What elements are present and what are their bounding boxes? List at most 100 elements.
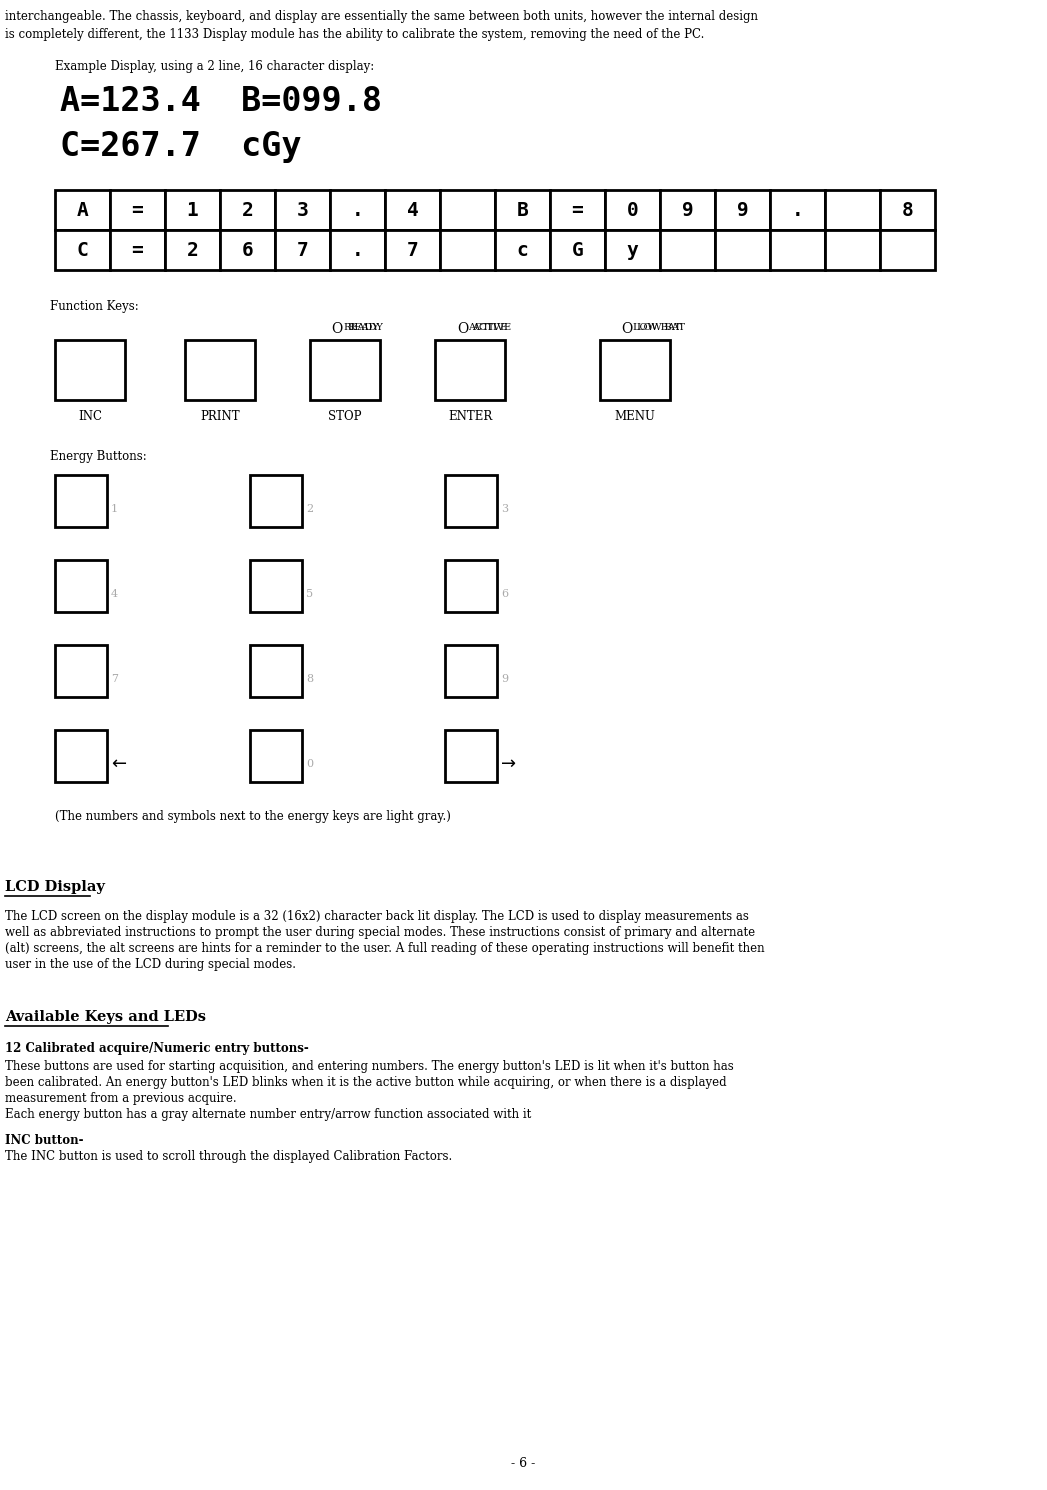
Text: 1: 1 (111, 504, 118, 514)
Text: c: c (516, 240, 529, 259)
Text: 12 Calibrated acquire/Numeric entry buttons-: 12 Calibrated acquire/Numeric entry butt… (5, 1042, 309, 1055)
Text: 2: 2 (242, 201, 253, 219)
Bar (440, 229, 495, 270)
Text: PRINT: PRINT (200, 410, 240, 423)
Bar (165, 191, 220, 229)
Text: Each energy button has a gray alternate number entry/arrow function associated w: Each energy button has a gray alternate … (5, 1109, 531, 1120)
Bar (185, 340, 255, 399)
Text: ACTIVE: ACTIVE (468, 323, 507, 332)
Text: measurement from a previous acquire.: measurement from a previous acquire. (5, 1092, 237, 1106)
Bar (605, 229, 660, 270)
Bar (715, 191, 770, 229)
Bar (879, 229, 935, 270)
Text: INC: INC (77, 410, 102, 423)
Bar (250, 730, 302, 782)
Bar (55, 645, 107, 697)
Bar (445, 475, 497, 527)
Text: ENTER: ENTER (448, 410, 492, 423)
Bar (165, 229, 220, 270)
Text: READY: READY (347, 323, 383, 332)
Text: STOP: STOP (329, 410, 362, 423)
Bar (55, 191, 110, 229)
Bar (770, 191, 825, 229)
Text: .: . (792, 201, 803, 219)
Bar (435, 340, 505, 399)
Text: =: = (132, 201, 143, 219)
Text: is completely different, the 1133 Display module has the ability to calibrate th: is completely different, the 1133 Displa… (5, 28, 705, 42)
Text: LOW BAT: LOW BAT (637, 323, 685, 332)
Text: Energy Buttons:: Energy Buttons: (50, 450, 147, 463)
Text: been calibrated. An energy button's LED blinks when it is the active button whil: been calibrated. An energy button's LED … (5, 1076, 727, 1089)
Text: Available Keys and LEDs: Available Keys and LEDs (5, 1010, 206, 1024)
Text: .: . (352, 201, 363, 219)
Text: 5: 5 (306, 589, 313, 599)
Bar (330, 191, 385, 229)
Text: 9: 9 (502, 673, 508, 684)
Bar (250, 560, 302, 612)
Bar (660, 229, 715, 270)
Bar (825, 229, 879, 270)
Bar (275, 191, 330, 229)
Text: 8: 8 (901, 201, 913, 219)
Bar (445, 645, 497, 697)
Text: C: C (76, 240, 88, 259)
Bar (440, 191, 495, 229)
Bar (55, 475, 107, 527)
Bar (770, 229, 825, 270)
Text: B: B (516, 201, 529, 219)
Bar (250, 645, 302, 697)
Text: 2: 2 (186, 240, 198, 259)
Text: 8: 8 (306, 673, 313, 684)
Text: O: O (622, 322, 633, 337)
Text: READY: READY (343, 323, 379, 332)
Text: INC button-: INC button- (5, 1134, 84, 1147)
Bar (275, 229, 330, 270)
Bar (55, 730, 107, 782)
Text: =: = (572, 201, 583, 219)
Bar (825, 191, 879, 229)
Bar (600, 340, 670, 399)
Bar (550, 191, 605, 229)
Bar (445, 560, 497, 612)
Text: O: O (332, 322, 343, 337)
Text: 7: 7 (111, 673, 118, 684)
Bar (110, 191, 165, 229)
Text: O: O (456, 322, 468, 337)
Text: 0: 0 (306, 758, 313, 769)
Text: (alt) screens, the alt screens are hints for a reminder to the user. A full read: (alt) screens, the alt screens are hints… (5, 942, 764, 955)
Text: 4: 4 (406, 201, 419, 219)
Text: y: y (626, 240, 639, 259)
Text: A: A (76, 201, 88, 219)
Text: C=267.7  cGy: C=267.7 cGy (60, 130, 302, 162)
Bar (495, 229, 550, 270)
Bar (55, 340, 125, 399)
Bar (220, 229, 275, 270)
Text: 4: 4 (111, 589, 118, 599)
Text: 3: 3 (502, 504, 508, 514)
Text: Example Display, using a 2 line, 16 character display:: Example Display, using a 2 line, 16 char… (55, 60, 374, 73)
Bar (715, 229, 770, 270)
Text: The LCD screen on the display module is a 32 (16x2) character back lit display. : The LCD screen on the display module is … (5, 910, 749, 922)
Text: (The numbers and symbols next to the energy keys are light gray.): (The numbers and symbols next to the ene… (55, 811, 451, 822)
Bar (110, 229, 165, 270)
Text: =: = (132, 240, 143, 259)
Text: Function Keys:: Function Keys: (50, 299, 139, 313)
Text: interchangeable. The chassis, keyboard, and display are essentially the same bet: interchangeable. The chassis, keyboard, … (5, 10, 758, 22)
Text: user in the use of the LCD during special modes.: user in the use of the LCD during specia… (5, 958, 296, 971)
Text: well as abbreviated instructions to prompt the user during special modes. These : well as abbreviated instructions to prom… (5, 925, 755, 939)
Text: 9: 9 (737, 201, 749, 219)
Text: The INC button is used to scroll through the displayed Calibration Factors.: The INC button is used to scroll through… (5, 1150, 452, 1164)
Text: A=123.4  B=099.8: A=123.4 B=099.8 (60, 85, 382, 118)
Bar (550, 229, 605, 270)
Bar (605, 191, 660, 229)
Text: LOW BAT: LOW BAT (633, 323, 681, 332)
Text: 2: 2 (306, 504, 313, 514)
Bar (220, 191, 275, 229)
Bar (445, 730, 497, 782)
Text: →: → (502, 755, 516, 773)
Text: 1: 1 (186, 201, 198, 219)
Text: ←: ← (111, 755, 126, 773)
Bar (385, 191, 440, 229)
Bar (660, 191, 715, 229)
Text: 7: 7 (406, 240, 419, 259)
